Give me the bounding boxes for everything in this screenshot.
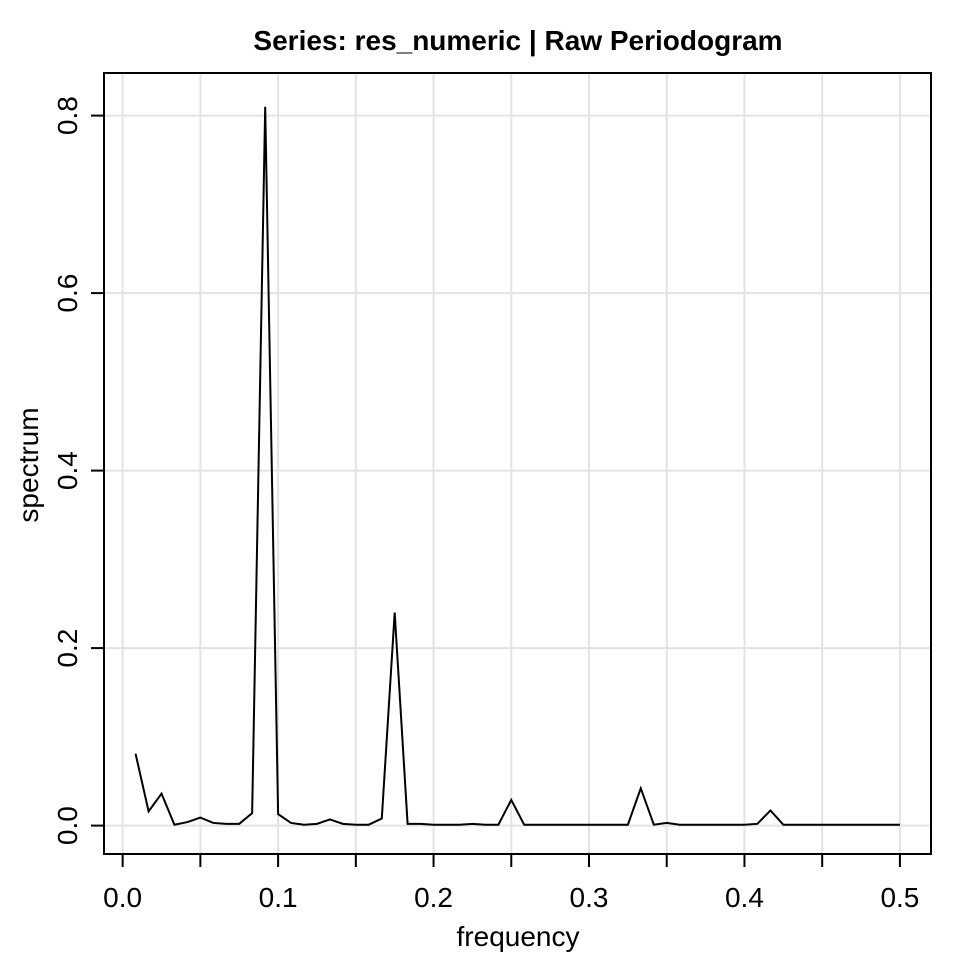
- x-tick-label: 0.3: [570, 882, 609, 913]
- x-tick-label: 0.1: [259, 882, 298, 913]
- x-axis: 0.0 0.1 0.2 0.3 0.4 0.5: [103, 853, 919, 913]
- grid: [104, 73, 931, 854]
- x-tick-label: 0.0: [103, 882, 142, 913]
- y-tick-label: 0.4: [52, 451, 83, 490]
- plot-frame: [103, 72, 932, 855]
- y-tick-label: 0.8: [52, 96, 83, 135]
- y-tick-label: 0.0: [52, 806, 83, 845]
- y-tick-label: 0.6: [52, 274, 83, 313]
- x-tick-label: 0.2: [414, 882, 453, 913]
- x-axis-label: frequency: [457, 921, 580, 952]
- series-line: [134, 106, 900, 826]
- x-tick-label: 0.5: [880, 882, 919, 913]
- y-axis: 0.0 0.2 0.4 0.6 0.8: [52, 96, 105, 845]
- y-axis-label: spectrum: [13, 407, 44, 522]
- chart-title: Series: res_numeric | Raw Periodogram: [253, 25, 782, 56]
- y-tick-label: 0.2: [52, 629, 83, 668]
- x-tick-label: 0.4: [725, 882, 764, 913]
